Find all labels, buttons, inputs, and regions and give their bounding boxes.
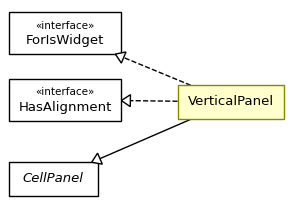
Polygon shape — [115, 52, 126, 63]
Bar — [9, 12, 121, 54]
Text: VerticalPanel: VerticalPanel — [188, 95, 274, 108]
Text: HasAlignment: HasAlignment — [18, 101, 112, 114]
Text: «interface»: «interface» — [36, 87, 95, 97]
Bar — [9, 79, 121, 121]
Bar — [178, 85, 284, 119]
Polygon shape — [92, 153, 102, 164]
Text: ForIsWidget: ForIsWidget — [26, 34, 104, 47]
Polygon shape — [121, 95, 131, 107]
Bar — [9, 162, 98, 196]
Text: CellPanel: CellPanel — [23, 172, 84, 185]
Text: «interface»: «interface» — [36, 21, 95, 31]
